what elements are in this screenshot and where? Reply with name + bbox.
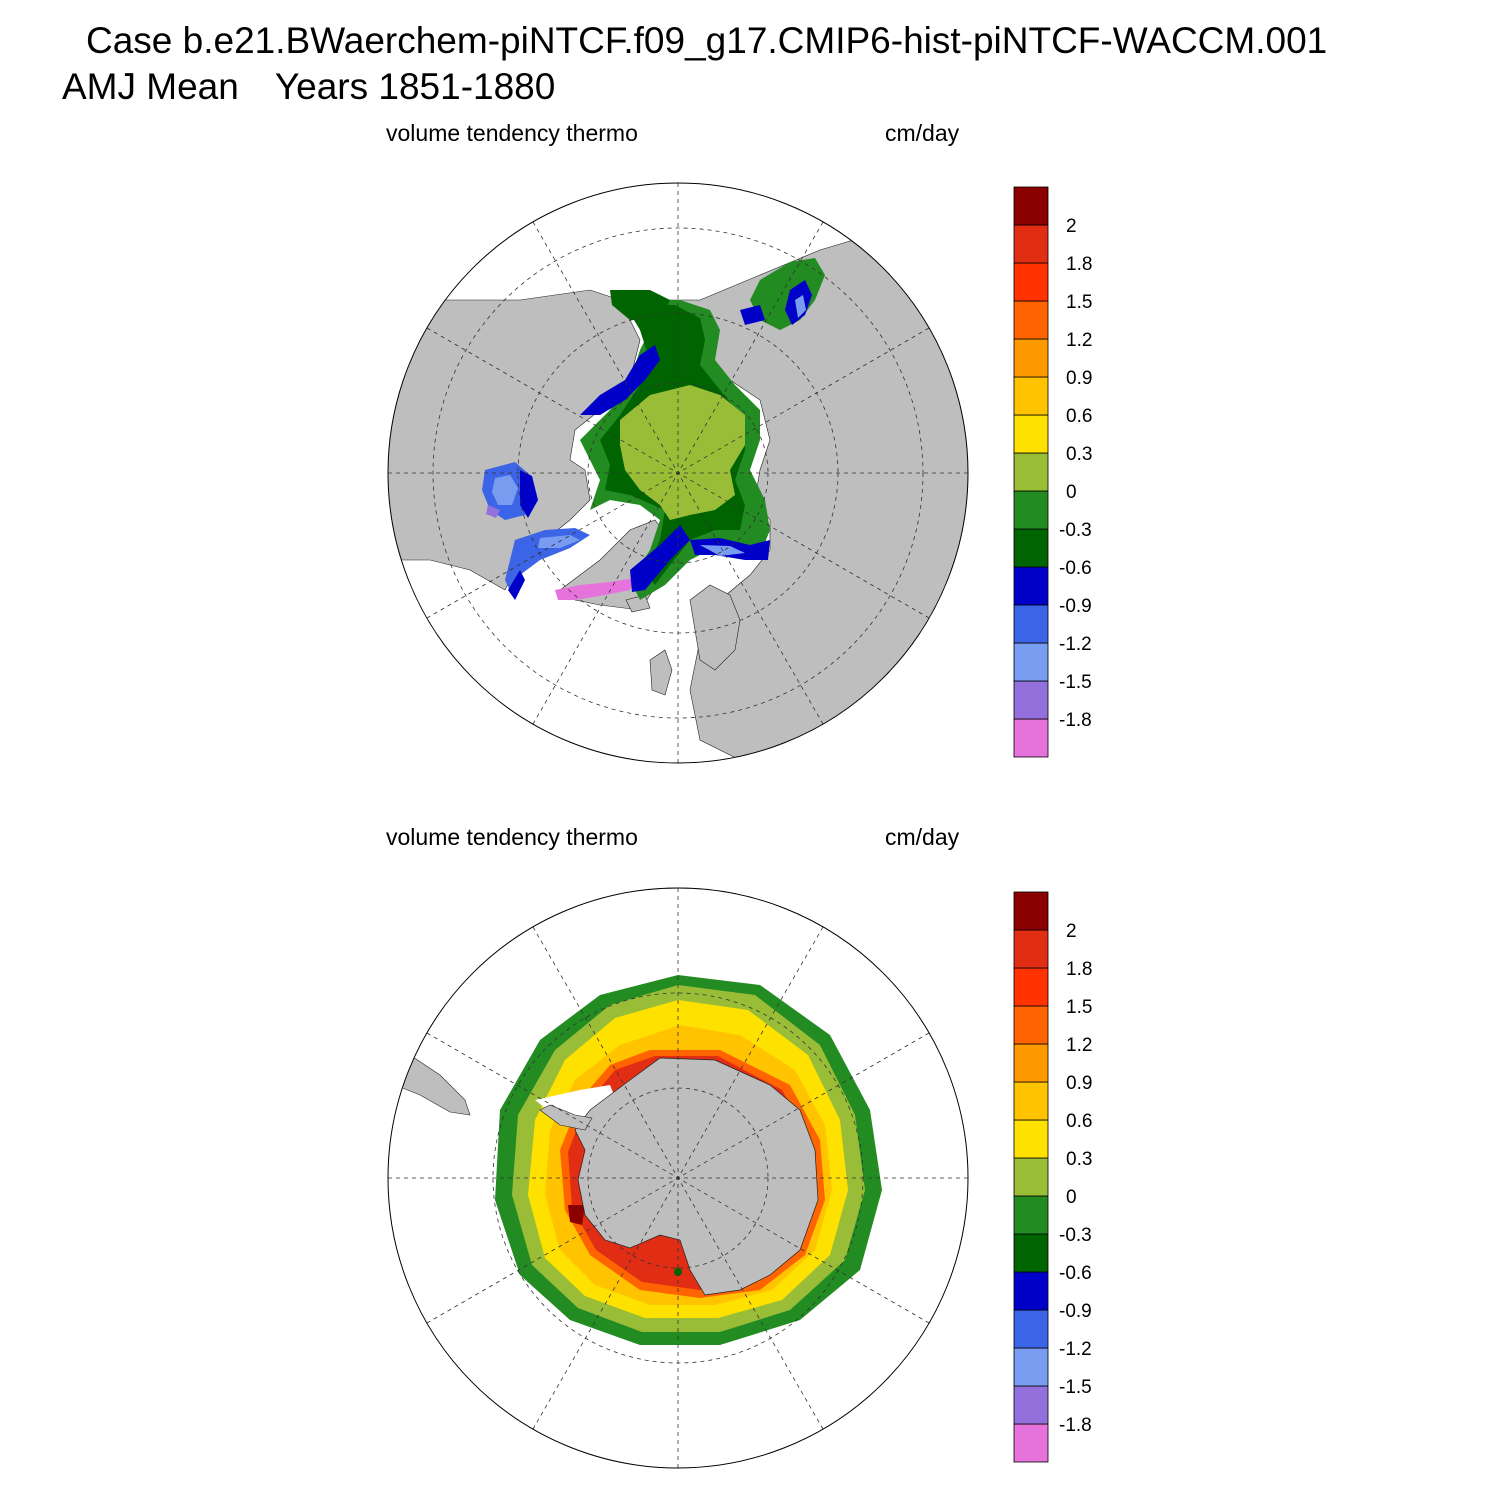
nh-colorbar-tick-label: 0.6 xyxy=(1066,406,1092,427)
nh-colorbar-box-2 xyxy=(1013,642,1049,682)
sh-colorbar-tick-label: 1.5 xyxy=(1066,997,1092,1018)
sh-map-border xyxy=(387,887,969,1469)
nh-colorbar-box-7 xyxy=(1013,452,1049,492)
nh-colorbar-tick-label: -1.8 xyxy=(1059,710,1092,731)
nh-colorbar-box-0 xyxy=(1013,718,1049,758)
sh-colorbar-tick-label: -0.3 xyxy=(1059,1225,1092,1246)
nh-sea-of-okhotsk xyxy=(750,258,825,330)
nh-variable-label: volume tendency thermo xyxy=(386,120,638,146)
nh-colorbar-box-14 xyxy=(1013,186,1049,226)
nh-colorbar-tick-label: -1.5 xyxy=(1059,672,1092,693)
nh-beaufort-coast xyxy=(580,345,660,415)
sh-colorbar-tick-label: -1.8 xyxy=(1059,1415,1092,1436)
sh-colorbar-box-13 xyxy=(1013,929,1049,969)
sh-colorbar-tick-label: -1.5 xyxy=(1059,1377,1092,1398)
nh-polar-map xyxy=(387,182,969,764)
sh-colorbar-tick-label: 0.6 xyxy=(1066,1111,1092,1132)
nh-land-north-america xyxy=(388,289,641,591)
nh-colorbar-tick-label: -1.2 xyxy=(1059,634,1092,655)
sh-polar-map xyxy=(387,887,969,1469)
nh-colorbar-tick-label: 1.8 xyxy=(1066,254,1092,275)
sh-colorbar-box-2 xyxy=(1013,1347,1049,1387)
nh-colorbar-box-5 xyxy=(1013,528,1049,568)
nh-colorbar-box-13 xyxy=(1013,224,1049,264)
nh-baffin-labrador xyxy=(505,528,590,595)
nh-colorbar-box-4 xyxy=(1013,566,1049,606)
sh-colorbar-tick-label: 1.2 xyxy=(1066,1035,1092,1056)
nh-graticule xyxy=(388,183,968,763)
sh-colorbar-tick-label: 0.9 xyxy=(1066,1073,1092,1094)
nh-land-scandinavia xyxy=(689,584,741,671)
nh-colorbar-tick-label: -0.3 xyxy=(1059,520,1092,541)
sh-colorbar-box-14 xyxy=(1013,891,1049,931)
sh-colorbar-box-7 xyxy=(1013,1157,1049,1197)
sh-graticule xyxy=(388,888,968,1468)
sh-colorbar-tick-label: 1.8 xyxy=(1066,959,1092,980)
nh-colorbar: -1.8 -1.5 -1.2 -0.9 -0.6 -0.3 0 0.3 0.6 0.9 1.2 1.5… xyxy=(1013,186,1092,758)
season-label: AMJ Mean xyxy=(62,66,239,107)
nh-colorbar-box-11 xyxy=(1013,300,1049,340)
nh-colorbar-tick-label: -0.6 xyxy=(1059,558,1092,579)
season-years-title: AMJ Mean Years 1851-1880 xyxy=(62,66,555,108)
nh-colorbar-box-3 xyxy=(1013,604,1049,644)
nh-colorbar-box-12 xyxy=(1013,262,1049,302)
nh-colorbar-tick-label: 1.2 xyxy=(1066,330,1092,351)
nh-land-britain xyxy=(649,649,673,696)
nh-colorbar-tick-label: 0.3 xyxy=(1066,444,1092,465)
sh-variable-label: volume tendency thermo xyxy=(386,824,638,850)
nh-colorbar-box-8 xyxy=(1013,414,1049,454)
sh-colorbar-tick-label: 2 xyxy=(1066,921,1077,942)
nh-colorbar-tick-label: 2 xyxy=(1066,216,1077,237)
nh-colorbar-box-9 xyxy=(1013,376,1049,416)
nh-contour-band-0 xyxy=(620,385,745,520)
sh-colorbar-tick-label: 0.3 xyxy=(1066,1149,1092,1170)
nh-ice-field xyxy=(482,258,825,600)
sh-colorbar-box-0 xyxy=(1013,1423,1049,1463)
sh-colorbar-box-12 xyxy=(1013,967,1049,1007)
sh-colorbar-box-5 xyxy=(1013,1233,1049,1273)
sh-colorbar-box-10 xyxy=(1013,1043,1049,1083)
sh-colorbar-tick-label: -0.6 xyxy=(1059,1263,1092,1284)
sh-land-antarctic-peninsula xyxy=(539,1104,593,1131)
nh-colorbar-box-1 xyxy=(1013,680,1049,720)
sh-colorbar-tick-label: -0.9 xyxy=(1059,1301,1092,1322)
nh-colorbar-box-6 xyxy=(1013,490,1049,530)
nh-map-border xyxy=(387,182,969,764)
sh-colorbar-box-6 xyxy=(1013,1195,1049,1235)
case-title: Case b.e21.BWaerchem-piNTCF.f09_g17.CMIP… xyxy=(86,20,1328,61)
sh-colorbar-box-3 xyxy=(1013,1309,1049,1349)
nh-colorbar-tick-label: 0.9 xyxy=(1066,368,1092,389)
sh-colorbar-box-1 xyxy=(1013,1385,1049,1425)
nh-colorbar-box-10 xyxy=(1013,338,1049,378)
sh-colorbar-box-4 xyxy=(1013,1271,1049,1311)
sh-colorbar-box-9 xyxy=(1013,1081,1049,1121)
nh-units-label: cm/day xyxy=(885,120,960,146)
nh-east-greenland-strip xyxy=(555,578,635,600)
sh-colorbar-tick-label: -1.2 xyxy=(1059,1339,1092,1360)
nh-colorbar-tick-label: 0 xyxy=(1066,482,1077,503)
nh-colorbar-tick-label: -0.9 xyxy=(1059,596,1092,617)
sh-units-label: cm/day xyxy=(885,824,960,850)
sh-colorbar-tick-label: 0 xyxy=(1066,1187,1077,1208)
nh-colorbar-tick-label: 1.5 xyxy=(1066,292,1092,313)
sh-colorbar: -1.8 -1.5 -1.2 -0.9 -0.6 -0.3 0 0.3 0.6 0.9 1.2 1.5… xyxy=(1013,891,1092,1463)
years-label: Years 1851-1880 xyxy=(274,66,556,107)
sh-colorbar-box-11 xyxy=(1013,1005,1049,1045)
sh-colorbar-box-8 xyxy=(1013,1119,1049,1159)
